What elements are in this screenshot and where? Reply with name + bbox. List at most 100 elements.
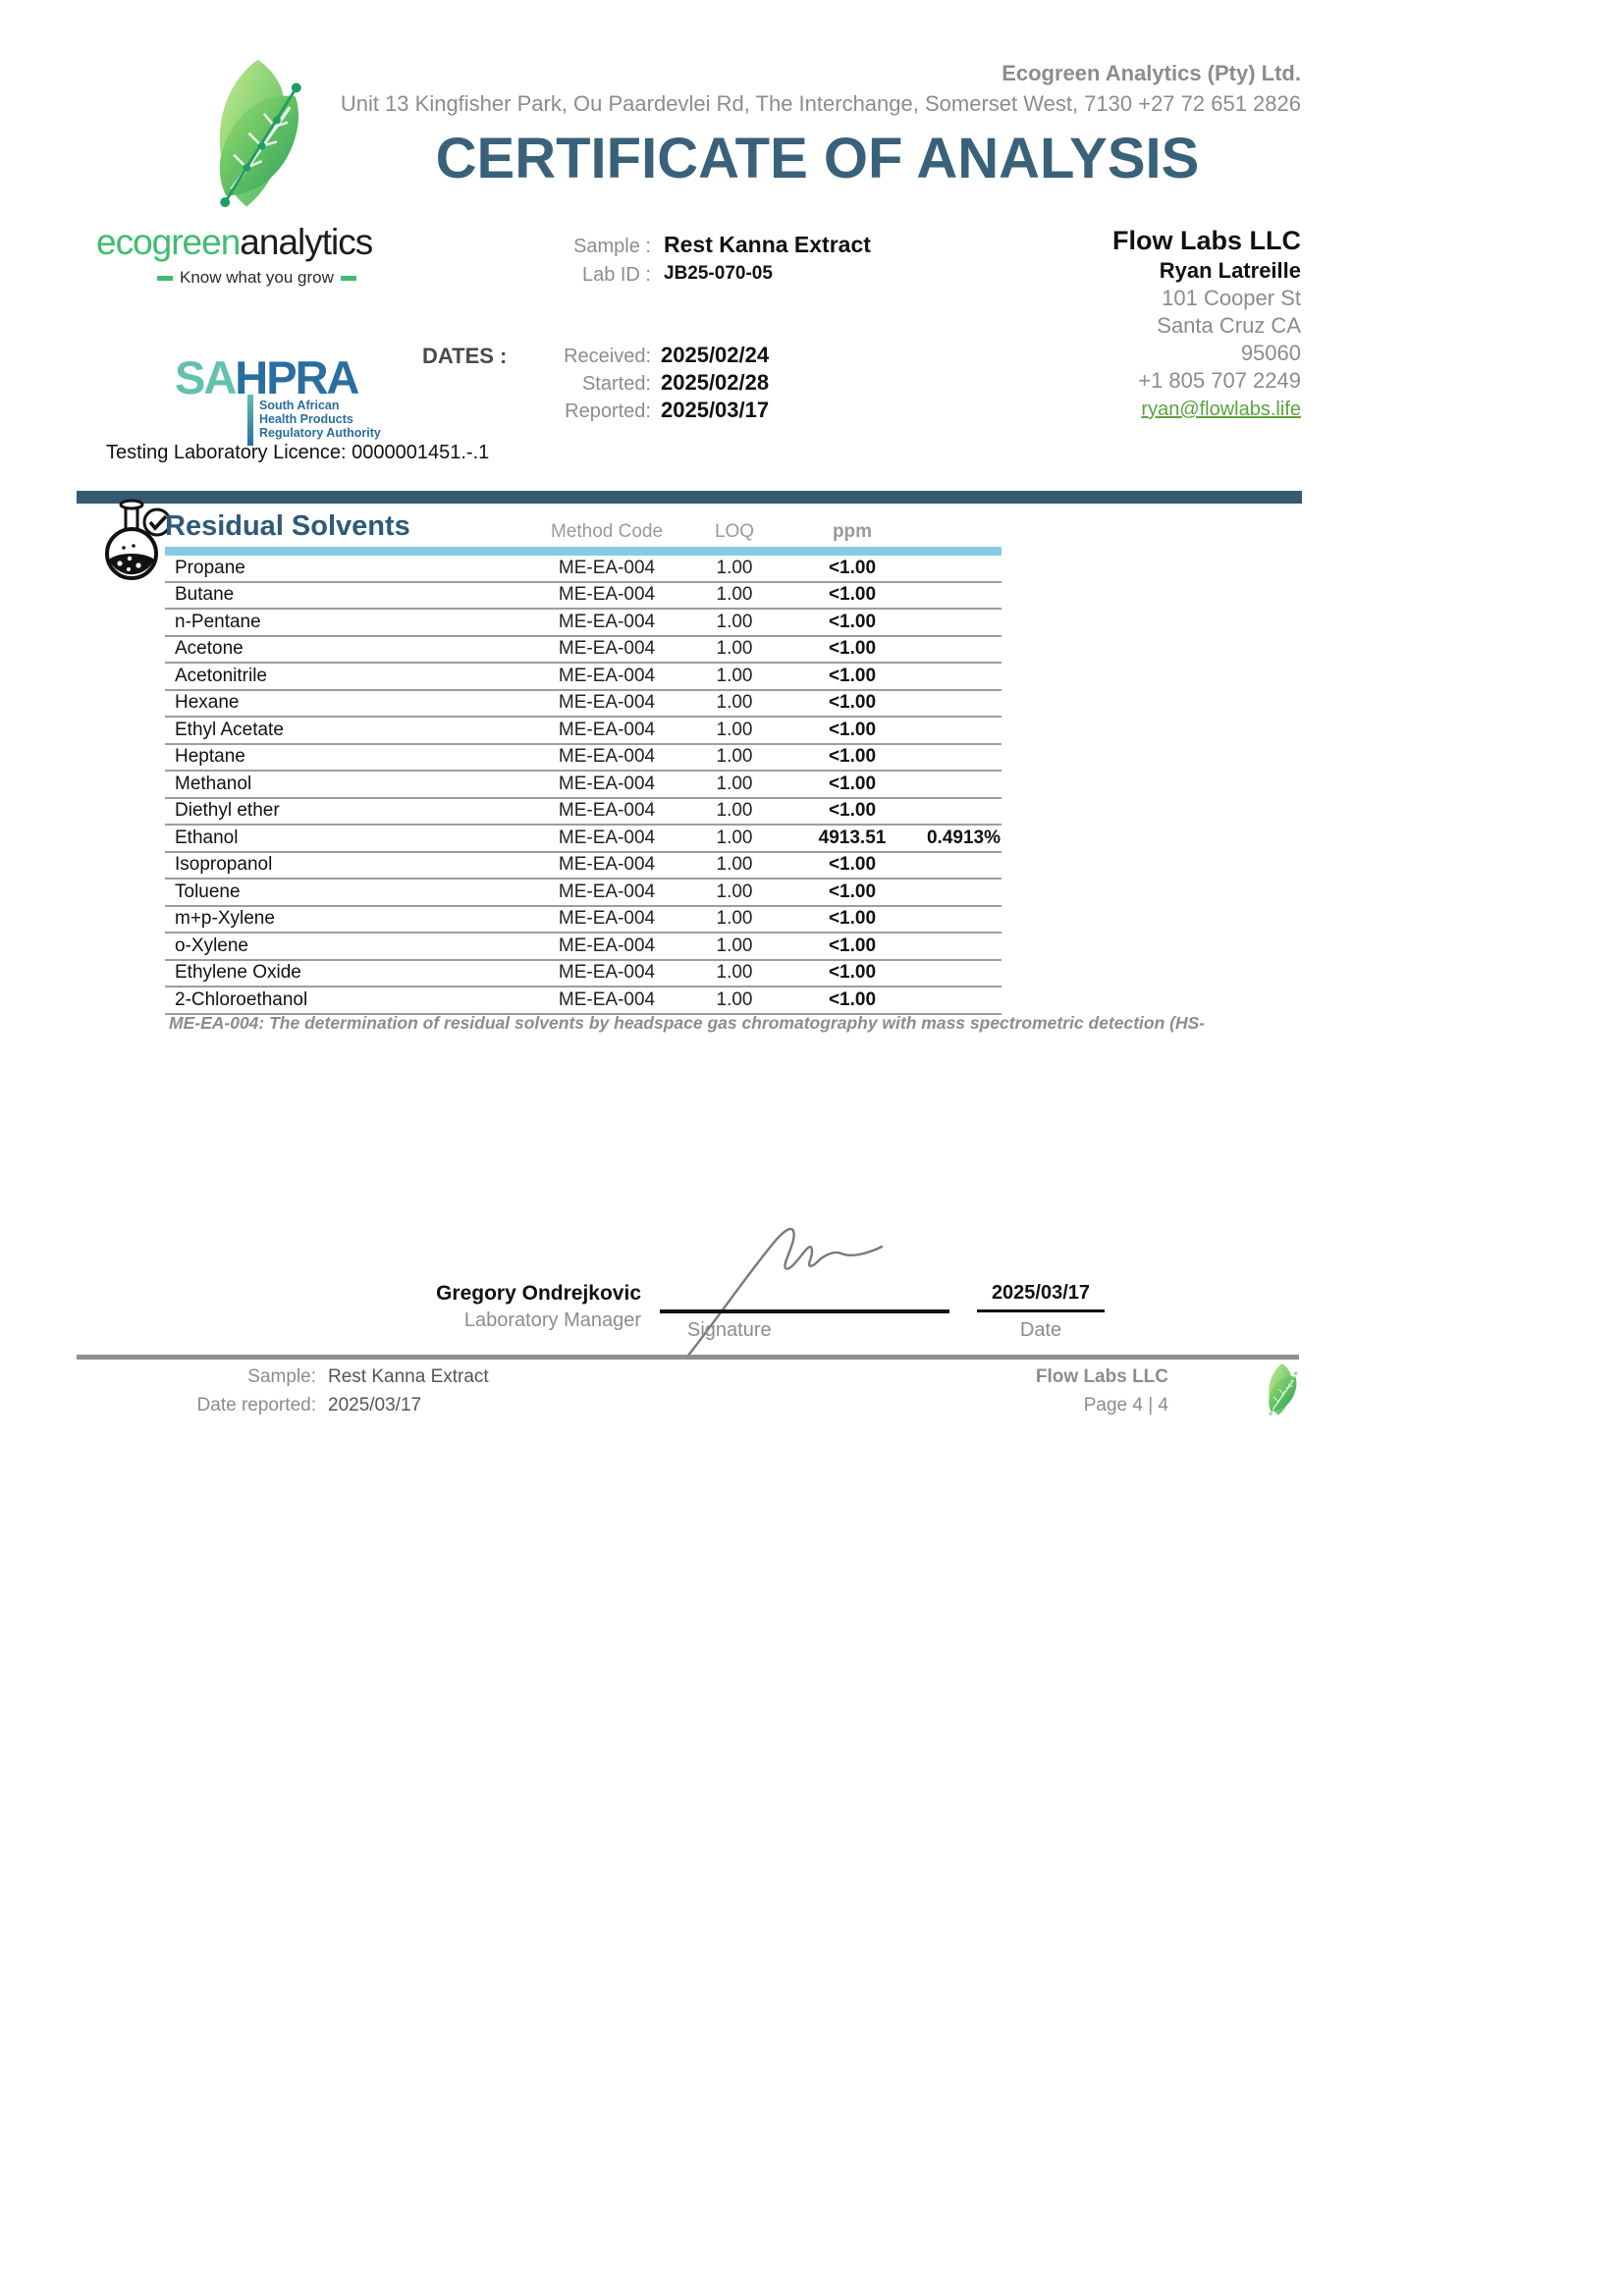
ppm-value: <1.00 (828, 962, 877, 984)
method-code: ME-EA-004 (558, 908, 656, 930)
loq-value: 1.00 (716, 584, 753, 606)
ppm-value: <1.00 (828, 934, 877, 956)
analyte-name: Acetonitrile (175, 665, 267, 686)
analyte-name: Ethanol (175, 827, 239, 848)
table-title: Residual Solvents (165, 510, 410, 542)
ecogreen-leaf-logo-icon (219, 59, 301, 207)
lab-company-name: Ecogreen Analytics (Pty) Ltd. (1001, 61, 1301, 85)
analyte-name: Propane (175, 557, 245, 578)
table-row: Acetonitrile ME-EA-004 1.00 <1.00 (165, 664, 1001, 691)
table-row: Propane ME-EA-004 1.00 <1.00 (165, 556, 1001, 583)
sahpra-wordmark: SAHPRA (175, 354, 430, 400)
sahpra-sa: SA (175, 351, 237, 403)
page-title: CERTIFICATE OF ANALYSIS (435, 127, 1200, 190)
ppm-value: <1.00 (828, 692, 877, 714)
loq-value: 1.00 (716, 800, 753, 822)
method-code: ME-EA-004 (558, 557, 656, 578)
reported-value: 2025/03/17 (661, 398, 770, 422)
ppm-value: <1.00 (828, 584, 877, 606)
lab-company-address: Unit 13 Kingfisher Park, Ou Paardevlei R… (340, 91, 1301, 116)
sahpra-hpra: HPRA (235, 351, 359, 403)
received-value: 2025/02/24 (661, 343, 770, 367)
sample-label: Sample : (573, 236, 651, 257)
analyte-name: Toluene (175, 881, 241, 902)
signature-line (660, 1309, 949, 1313)
method-code: ME-EA-004 (558, 773, 656, 794)
ppm-value: <1.00 (828, 881, 877, 902)
client-block: Flow Labs LLC Ryan Latreille 101 Cooper … (884, 226, 1301, 424)
client-contact: Ryan Latreille (1159, 258, 1301, 283)
method-code: ME-EA-004 (558, 881, 656, 902)
sahpra-logo: SAHPRA South African Health Products Reg… (175, 354, 430, 446)
ppm-value: <1.00 (828, 638, 877, 660)
started-value: 2025/02/28 (661, 370, 770, 395)
method-code: ME-EA-004 (558, 638, 656, 660)
footer-date-label: Date reported: (196, 1395, 316, 1415)
loq-value: 1.00 (716, 908, 753, 930)
analyte-name: m+p-Xylene (175, 908, 275, 930)
brand-wordmark-dark: analytics (240, 222, 373, 262)
loq-value: 1.00 (716, 719, 753, 740)
column-header-method: Method Code (550, 521, 664, 542)
footer-leaf-icon (1269, 1363, 1298, 1415)
loq-value: 1.00 (716, 557, 753, 578)
loq-value: 1.00 (716, 854, 753, 876)
loq-value: 1.00 (716, 962, 753, 984)
client-address-line: Santa Cruz CA (1157, 313, 1301, 338)
method-code: ME-EA-004 (558, 584, 656, 606)
loq-value: 1.00 (716, 638, 753, 660)
loq-value: 1.00 (716, 988, 753, 1010)
ppm-value: <1.00 (828, 773, 877, 794)
sahpra-subtitle-line: Health Products (259, 412, 353, 426)
signature-date-value: 2025/03/17 (991, 1282, 1091, 1304)
method-code: ME-EA-004 (558, 800, 656, 822)
table-row: Heptane ME-EA-004 1.00 <1.00 (165, 745, 1001, 772)
ppm-value: <1.00 (828, 988, 877, 1010)
brand-tagline: Know what you grow (157, 268, 373, 288)
method-code: ME-EA-004 (558, 611, 656, 632)
client-address-line: 95060 (1240, 341, 1301, 365)
loq-value: 1.00 (716, 692, 753, 714)
method-code: ME-EA-004 (558, 962, 656, 984)
ppm-value: <1.00 (828, 719, 877, 740)
started-label: Started: (581, 373, 651, 395)
analyte-name: Ethylene Oxide (175, 962, 301, 984)
signature-label: Signature (687, 1319, 772, 1341)
signatory-role: Laboratory Manager (463, 1309, 641, 1331)
table-row: 2-Chloroethanol ME-EA-004 1.00 <1.00 (165, 988, 1001, 1015)
tagline-text: Know what you grow (180, 268, 334, 287)
footer-sample-value: Rest Kanna Extract (328, 1366, 489, 1387)
analyte-name: Methanol (175, 773, 252, 794)
footer-date-value: 2025/03/17 (328, 1395, 422, 1415)
method-code: ME-EA-004 (558, 719, 656, 740)
client-email-link[interactable]: ryan@flowlabs.life (1141, 399, 1301, 420)
ppm-value: <1.00 (828, 854, 877, 876)
ppm-value: <1.00 (828, 908, 877, 930)
method-code: ME-EA-004 (558, 827, 656, 848)
table-row: o-Xylene ME-EA-004 1.00 <1.00 (165, 934, 1001, 961)
sahpra-subtitle-line: South African (259, 399, 340, 412)
analyte-name: Isopropanol (175, 854, 273, 876)
table-row: Ethanol ME-EA-004 1.00 4913.51 0.4913% (165, 826, 1001, 853)
table-row: Acetone ME-EA-004 1.00 <1.00 (165, 637, 1001, 664)
loq-value: 1.00 (716, 611, 753, 632)
client-name: Flow Labs LLC (1112, 226, 1301, 255)
column-header-ppm: ppm (832, 521, 873, 542)
analyte-name: Hexane (175, 692, 240, 714)
table-row: n-Pentane ME-EA-004 1.00 <1.00 (165, 610, 1001, 637)
table-header-bar (77, 491, 1302, 504)
table-row: Butane ME-EA-004 1.00 <1.00 (165, 583, 1001, 610)
analyte-name: Diethyl ether (175, 800, 280, 822)
table-row: Methanol ME-EA-004 1.00 <1.00 (165, 772, 1001, 799)
loq-value: 1.00 (716, 827, 753, 848)
ppm-value: <1.00 (828, 746, 877, 768)
tagline-right-dash (340, 275, 356, 281)
analyte-name: Heptane (175, 746, 245, 768)
signature-scribble (685, 1227, 884, 1359)
loq-value: 1.00 (716, 773, 753, 794)
table-header-row: Residual Solvents Method Code LOQ ppm (165, 504, 1001, 543)
sahpra-subtitle: South African Health Products Regulatory… (259, 399, 381, 440)
lab-id-label: Lab ID : (581, 264, 651, 286)
column-header-loq: LOQ (714, 521, 755, 542)
